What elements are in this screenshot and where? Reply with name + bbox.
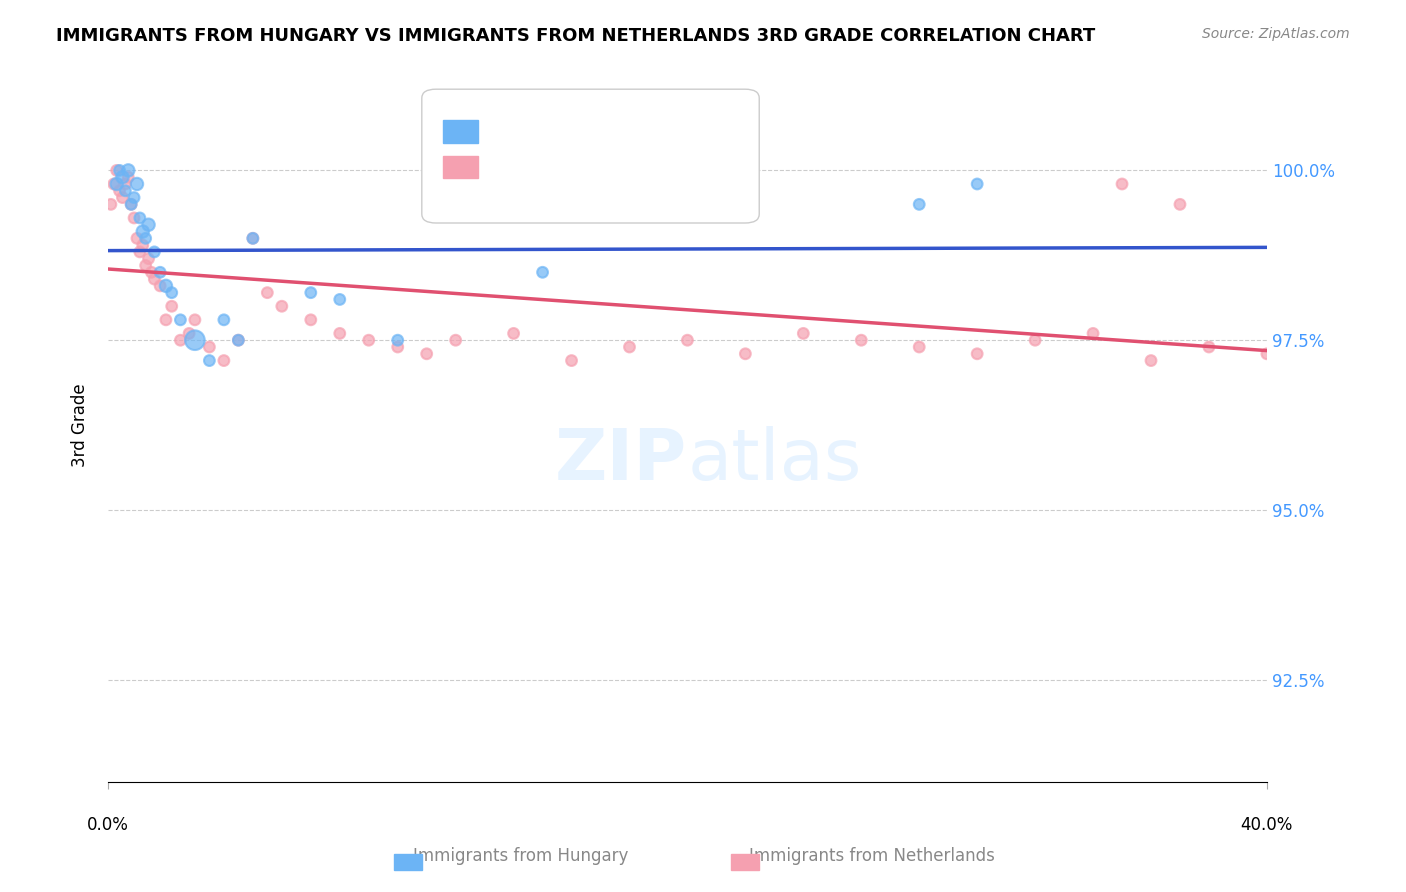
Text: atlas: atlas xyxy=(688,426,862,495)
Point xyxy=(851,333,873,347)
Point xyxy=(122,211,145,225)
Point xyxy=(100,197,122,211)
Point xyxy=(619,340,641,354)
Text: Immigrants from Netherlands: Immigrants from Netherlands xyxy=(749,847,994,865)
Point xyxy=(117,170,139,185)
Point xyxy=(114,184,136,198)
Point xyxy=(357,333,380,347)
Text: ZIP: ZIP xyxy=(555,426,688,495)
Point xyxy=(128,244,150,259)
Point xyxy=(155,313,177,327)
Point xyxy=(117,163,139,178)
Point xyxy=(908,340,931,354)
Point xyxy=(676,333,699,347)
Point xyxy=(169,333,191,347)
Point xyxy=(132,238,155,252)
Point xyxy=(502,326,524,341)
Point xyxy=(120,197,142,211)
Point xyxy=(1140,353,1163,368)
Point xyxy=(155,278,177,293)
Point xyxy=(132,225,155,239)
Point xyxy=(228,333,250,347)
Point xyxy=(387,333,409,347)
Point xyxy=(1024,333,1046,347)
Point xyxy=(111,190,134,204)
Point xyxy=(792,326,814,341)
Point xyxy=(270,299,292,313)
Text: R = 0.270    N = 28: R = 0.270 N = 28 xyxy=(484,122,645,140)
Point xyxy=(128,211,150,225)
Point xyxy=(387,340,409,354)
Point xyxy=(135,231,157,245)
Point xyxy=(138,252,160,266)
Text: 40.0%: 40.0% xyxy=(1240,815,1294,834)
Point xyxy=(1168,197,1191,211)
Text: Immigrants from Hungary: Immigrants from Hungary xyxy=(412,847,628,865)
Point xyxy=(242,231,264,245)
Text: R = 0.377    N = 50: R = 0.377 N = 50 xyxy=(484,158,645,176)
Point xyxy=(184,313,207,327)
Point xyxy=(120,197,142,211)
Point xyxy=(1081,326,1104,341)
Point xyxy=(329,293,352,307)
Point xyxy=(329,326,352,341)
Point xyxy=(169,313,191,327)
Point xyxy=(1198,340,1220,354)
Point xyxy=(184,333,207,347)
Point xyxy=(908,197,931,211)
Point xyxy=(141,265,163,279)
Point xyxy=(212,353,235,368)
Point xyxy=(531,265,554,279)
Point xyxy=(138,218,160,232)
Text: IMMIGRANTS FROM HUNGARY VS IMMIGRANTS FROM NETHERLANDS 3RD GRADE CORRELATION CHA: IMMIGRANTS FROM HUNGARY VS IMMIGRANTS FR… xyxy=(56,27,1095,45)
Point xyxy=(108,184,131,198)
Point xyxy=(105,177,128,191)
Point xyxy=(111,170,134,185)
Point xyxy=(444,333,467,347)
Point xyxy=(125,177,148,191)
Point xyxy=(149,278,172,293)
Point xyxy=(212,313,235,327)
Point xyxy=(256,285,278,300)
Point xyxy=(135,259,157,273)
Point xyxy=(125,231,148,245)
Point xyxy=(108,163,131,178)
Text: 0.0%: 0.0% xyxy=(87,815,129,834)
Point xyxy=(228,333,250,347)
Point xyxy=(179,326,201,341)
Y-axis label: 3rd Grade: 3rd Grade xyxy=(72,384,89,467)
Point xyxy=(299,285,322,300)
Point xyxy=(561,353,583,368)
Point xyxy=(160,285,183,300)
Point xyxy=(198,340,221,354)
Point xyxy=(1111,177,1133,191)
Point xyxy=(415,347,437,361)
Point xyxy=(143,244,166,259)
Point xyxy=(1256,347,1278,361)
Point xyxy=(299,313,322,327)
Point xyxy=(122,190,145,204)
Point xyxy=(105,163,128,178)
Point xyxy=(103,177,125,191)
Point xyxy=(160,299,183,313)
Point xyxy=(966,177,988,191)
Point xyxy=(149,265,172,279)
Point xyxy=(242,231,264,245)
Text: Source: ZipAtlas.com: Source: ZipAtlas.com xyxy=(1202,27,1350,41)
Point xyxy=(114,177,136,191)
Point xyxy=(966,347,988,361)
Point xyxy=(143,272,166,286)
Point xyxy=(734,347,756,361)
Point xyxy=(198,353,221,368)
